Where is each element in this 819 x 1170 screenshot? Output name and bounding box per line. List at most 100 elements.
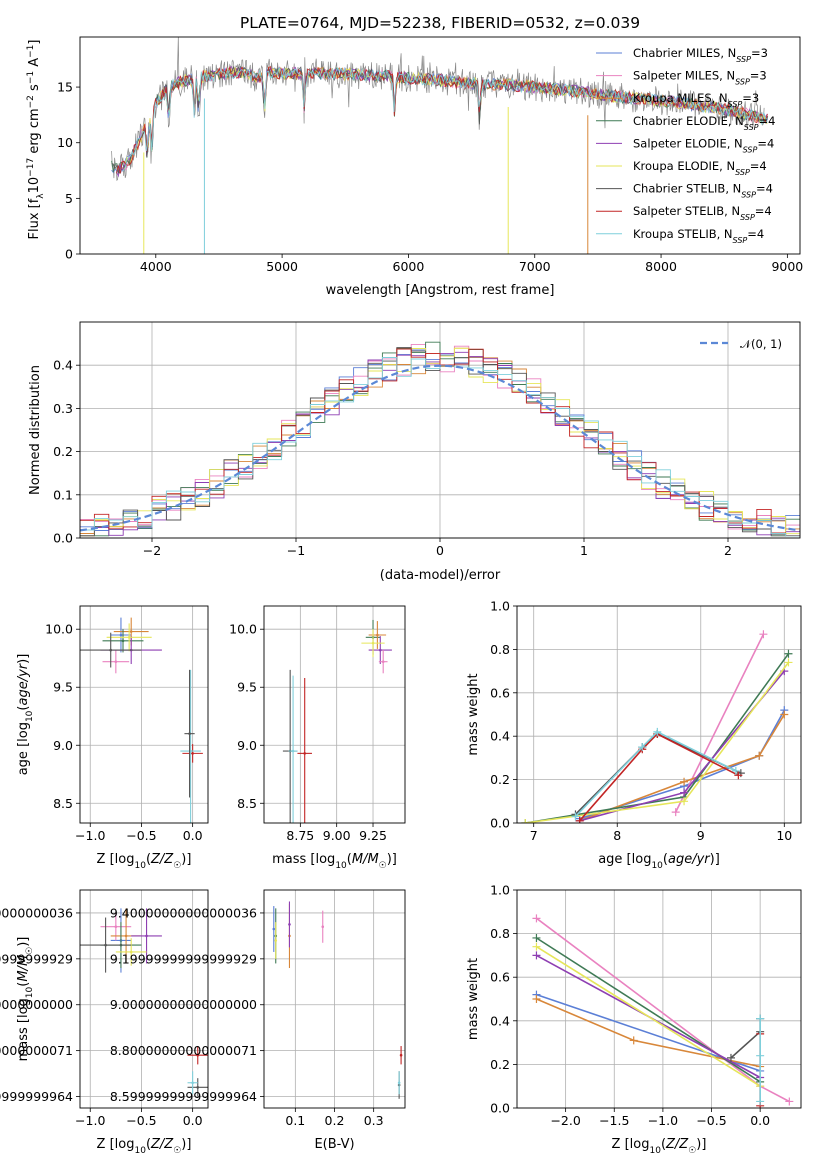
plus-marker — [756, 1097, 765, 1106]
plus-marker — [680, 797, 689, 806]
axes-frame-weight-vs-Z — [516, 889, 802, 1109]
plus-marker — [571, 812, 580, 821]
y-tick-label: 9.0 — [53, 738, 73, 753]
legend-label: 𝒩(0, 1) — [740, 337, 782, 351]
plot-area-mass-vs-Z — [80, 908, 208, 1097]
x-axis-label: mass [log10(M/M☉)] — [272, 852, 397, 871]
plus-marker — [532, 995, 541, 1003]
x-tick-label: 4000 — [140, 259, 172, 274]
panel-weight-vs-Z: −2.0 −1.5 −1.0 −0.5 0.0 0.0 0.2 0.4 0.6 0.8 1.0 Z [… — [466, 883, 802, 1156]
y-tick-label: 9.00000000000000000 — [110, 997, 257, 1012]
y-tick-label: 9.5 — [237, 680, 257, 695]
panel-residuals: −2 −1 0 1 2 0.0 0.1 0.2 0.3 0.4 𝒩(0, 1) (data-model… — [28, 321, 801, 583]
y-tick-label: 10.0 — [229, 622, 257, 637]
data-point — [196, 1053, 200, 1057]
histogram-series — [80, 347, 800, 538]
x-tick-label: −1.5 — [599, 1113, 629, 1128]
y-tick-label: 9.19999999999999929 — [0, 951, 73, 966]
legend-label: Kroupa STELIB, NSSP=4 — [633, 227, 764, 245]
x-tick-label: −1.0 — [648, 1113, 678, 1128]
y-tick-label: 9.5 — [53, 680, 73, 695]
y-tick-label: 8.59999999999999964 — [0, 1089, 73, 1104]
y-tick-label: 8.5 — [237, 796, 257, 811]
y-tick-label: 0.2 — [53, 444, 73, 459]
x-tick-label: 0.0 — [750, 1113, 770, 1128]
plus-marker — [532, 933, 541, 942]
x-tick-label: 0.1 — [285, 1113, 305, 1128]
weight-line — [579, 714, 785, 822]
y-tick-label: 0.1 — [53, 487, 73, 502]
x-tick-label: −2 — [143, 543, 161, 558]
data-point — [104, 943, 107, 947]
y-tick-label: 0.2 — [490, 772, 510, 787]
legend-label: Chabrier MILES, NSSP=3 — [633, 46, 768, 64]
weight-line — [536, 946, 761, 1087]
weight-line — [525, 653, 790, 823]
y-tick-label: 8.80000000000000071 — [0, 1043, 73, 1058]
grid-age-vs-mass — [264, 606, 405, 823]
y-axis-label: mass weight — [466, 958, 481, 1040]
data-point — [129, 630, 133, 633]
plus-marker — [629, 1036, 638, 1045]
plot-area-weight-vs-age — [521, 630, 793, 823]
plus-marker — [575, 816, 584, 823]
data-point — [381, 660, 385, 664]
axes-frame-weight-vs-age — [516, 605, 802, 824]
x-axis-label: Z [log10(Z/Z☉)] — [97, 852, 192, 871]
x-axis-label: (data-model)/error — [380, 568, 501, 583]
panel-age-vs-Z: −1.0 −0.5 0.0 8.5 9.0 9.5 10.0 Z [log10(Z/Z☉)] a… — [16, 605, 209, 871]
y-tick-label: 1.0 — [490, 883, 510, 898]
x-axis-label: wavelength [Angstrom, rest frame] — [326, 283, 555, 298]
x-tick-label: −2.0 — [550, 1113, 580, 1128]
gaussian-curve — [80, 364, 800, 532]
x-tick-label: 5000 — [266, 259, 298, 274]
plus-marker — [731, 766, 740, 775]
axes-frame-spectrum — [79, 36, 801, 255]
y-tick-label: 8.5 — [53, 796, 73, 811]
weight-line — [574, 733, 742, 815]
y-tick-label: 1.0 — [490, 599, 510, 614]
y-tick-label: 0.6 — [490, 685, 510, 700]
y-tick-label: 0.4 — [490, 729, 510, 744]
data-point — [121, 639, 125, 643]
data-point — [124, 934, 128, 938]
x-tick-label: 9.25 — [359, 828, 387, 843]
axes-frame-mass-vs-ebv — [263, 889, 406, 1109]
x-tick-label: 0.0 — [183, 828, 203, 843]
plus-marker — [726, 1053, 735, 1062]
plus-marker — [671, 808, 680, 817]
x-tick-label: 10 — [776, 828, 792, 843]
x-tick-label: 0.2 — [325, 1113, 345, 1128]
data-point — [114, 925, 118, 929]
data-point — [272, 927, 276, 931]
y-tick-label: 9.00000000000000000 — [0, 997, 73, 1012]
plus-marker — [784, 649, 793, 658]
data-point — [378, 648, 382, 652]
data-point — [191, 1081, 194, 1085]
x-tick-label: 0.3 — [364, 1113, 384, 1128]
plot-area-spectrum — [111, 37, 769, 254]
plus-marker — [780, 710, 789, 719]
grid-age-vs-Z — [80, 606, 208, 823]
data-point — [321, 925, 325, 929]
plot-area-age-vs-Z — [80, 617, 203, 823]
y-tick-label: 0.8 — [490, 926, 510, 941]
x-tick-label: −0.5 — [696, 1113, 726, 1128]
plus-marker — [638, 743, 647, 752]
data-point — [371, 641, 375, 645]
plus-marker — [756, 1051, 765, 1060]
legend-label: Chabrier STELIB, NSSP=4 — [633, 182, 773, 200]
data-point — [291, 749, 295, 753]
y-tick-label: 9.19999999999999929 — [110, 951, 257, 966]
data-point — [399, 1053, 403, 1057]
y-tick-label: 0.0 — [53, 531, 73, 546]
plot-area-mass-vs-ebv — [272, 901, 403, 1099]
figure-title: PLATE=0764, MJD=52238, FIBERID=0532, z=0… — [240, 14, 640, 32]
x-tick-label: −1 — [287, 543, 305, 558]
x-axis-label: Z [log10(Z/Z☉)] — [97, 1137, 192, 1156]
y-axis-label: Normed distribution — [28, 365, 43, 495]
y-tick-label: 8.80000000000000071 — [110, 1043, 257, 1058]
x-tick-label: −1.0 — [75, 1113, 105, 1128]
x-tick-label: 6000 — [393, 259, 425, 274]
x-tick-label: −0.5 — [126, 828, 156, 843]
